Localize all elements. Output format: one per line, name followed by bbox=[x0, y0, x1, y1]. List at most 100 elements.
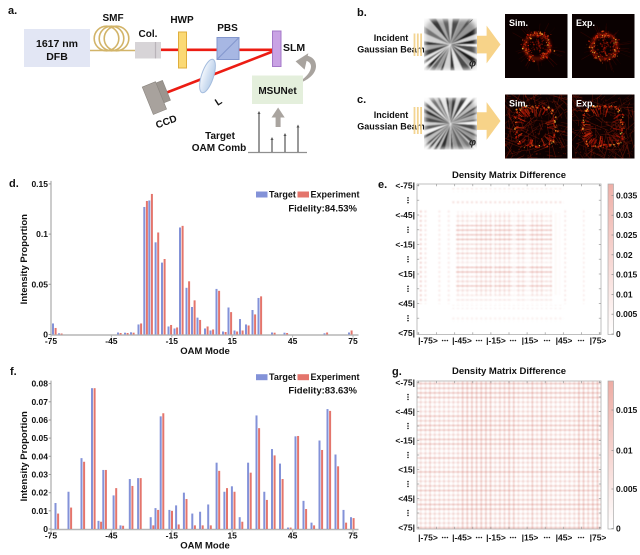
svg-text:Col.: Col. bbox=[139, 29, 158, 40]
svg-text:Incident: Incident bbox=[374, 110, 409, 120]
svg-text:45: 45 bbox=[288, 531, 298, 541]
svg-text:Intensity Proportion: Intensity Proportion bbox=[19, 214, 30, 304]
svg-text:-45: -45 bbox=[105, 531, 118, 541]
svg-text:0: 0 bbox=[43, 524, 48, 534]
svg-text:0: 0 bbox=[616, 524, 621, 534]
svg-text:φ: φ bbox=[469, 138, 476, 149]
svg-text:|-75>: |-75> bbox=[418, 533, 438, 543]
svg-text:Density Matrix Difference: Density Matrix Difference bbox=[452, 170, 566, 181]
svg-text:0.015: 0.015 bbox=[616, 270, 638, 280]
svg-text:Intensity Proportion: Intensity Proportion bbox=[19, 411, 30, 501]
svg-text:OAM Comb: OAM Comb bbox=[192, 143, 246, 154]
svg-text:a.: a. bbox=[8, 5, 17, 17]
svg-text:|-15>: |-15> bbox=[486, 336, 506, 346]
svg-text:PBS: PBS bbox=[217, 23, 238, 34]
svg-text:<15|: <15| bbox=[398, 269, 415, 279]
svg-text:|-45>: |-45> bbox=[452, 533, 472, 543]
svg-text:Density Matrix Difference: Density Matrix Difference bbox=[452, 366, 566, 377]
svg-text:<-15|: <-15| bbox=[395, 240, 415, 250]
svg-text:<45|: <45| bbox=[398, 299, 415, 309]
svg-text:-15: -15 bbox=[166, 336, 179, 346]
svg-text:0.01: 0.01 bbox=[616, 289, 633, 299]
svg-text:DFB: DFB bbox=[46, 51, 68, 63]
svg-text:0.025: 0.025 bbox=[616, 230, 638, 240]
svg-text:0.01: 0.01 bbox=[616, 446, 633, 456]
svg-text:|-15>: |-15> bbox=[486, 533, 506, 543]
svg-text:75: 75 bbox=[348, 336, 358, 346]
svg-text:Target: Target bbox=[269, 372, 296, 382]
svg-text:0.05: 0.05 bbox=[31, 279, 48, 289]
svg-text:-45: -45 bbox=[105, 336, 118, 346]
svg-text:Experiment: Experiment bbox=[311, 189, 360, 199]
svg-text:0: 0 bbox=[616, 329, 621, 339]
svg-text:<45|: <45| bbox=[398, 494, 415, 504]
svg-text:|75>: |75> bbox=[590, 336, 607, 346]
svg-text:d.: d. bbox=[9, 178, 19, 190]
svg-text:<75|: <75| bbox=[398, 328, 415, 338]
svg-text:<-75|: <-75| bbox=[395, 378, 415, 388]
svg-text:Incident: Incident bbox=[374, 33, 409, 43]
svg-text:HWP: HWP bbox=[170, 15, 194, 26]
svg-text:0.06: 0.06 bbox=[31, 415, 48, 425]
svg-text:|15>: |15> bbox=[522, 533, 539, 543]
svg-text:Target: Target bbox=[269, 189, 296, 199]
svg-text:|45>: |45> bbox=[556, 336, 573, 346]
svg-text:OAM Mode: OAM Mode bbox=[180, 541, 230, 552]
svg-text:0.03: 0.03 bbox=[31, 470, 48, 480]
svg-text:Gaussian Beam: Gaussian Beam bbox=[357, 45, 425, 55]
svg-text:75: 75 bbox=[348, 531, 358, 541]
svg-text:|-75>: |-75> bbox=[418, 336, 438, 346]
svg-text:Target: Target bbox=[205, 131, 235, 142]
svg-text:<-45|: <-45| bbox=[395, 210, 415, 220]
svg-text:<-75|: <-75| bbox=[395, 181, 415, 191]
svg-text:MSUNet: MSUNet bbox=[258, 86, 297, 97]
svg-text:SMF: SMF bbox=[102, 13, 123, 24]
svg-text:|45>: |45> bbox=[556, 533, 573, 543]
svg-text:-75: -75 bbox=[45, 336, 58, 346]
svg-text:|75>: |75> bbox=[590, 533, 607, 543]
svg-text:|15>: |15> bbox=[522, 336, 539, 346]
svg-text:<-45|: <-45| bbox=[395, 407, 415, 417]
svg-text:0.05: 0.05 bbox=[31, 433, 48, 443]
svg-text:Exp.: Exp. bbox=[576, 18, 595, 28]
svg-text:0.01: 0.01 bbox=[31, 506, 48, 516]
svg-text:c.: c. bbox=[357, 94, 366, 106]
svg-text:-15: -15 bbox=[166, 531, 179, 541]
svg-text:Exp.: Exp. bbox=[576, 99, 595, 109]
svg-text:0.15: 0.15 bbox=[31, 179, 48, 189]
svg-text:g.: g. bbox=[392, 366, 402, 378]
svg-text:1617 nm: 1617 nm bbox=[36, 38, 78, 50]
svg-text:15: 15 bbox=[227, 531, 237, 541]
svg-text:0.1: 0.1 bbox=[36, 229, 48, 239]
svg-text:φ: φ bbox=[469, 59, 476, 70]
svg-text:<15|: <15| bbox=[398, 465, 415, 475]
svg-text:0.04: 0.04 bbox=[31, 451, 48, 461]
svg-text:SLM: SLM bbox=[283, 42, 305, 54]
svg-text:0.07: 0.07 bbox=[31, 397, 48, 407]
svg-text:0: 0 bbox=[43, 330, 48, 340]
svg-text:0.005: 0.005 bbox=[616, 484, 638, 494]
svg-text:Sim.: Sim. bbox=[509, 18, 528, 28]
svg-text:b.: b. bbox=[357, 7, 367, 19]
svg-text:e.: e. bbox=[378, 179, 387, 191]
svg-text:<75|: <75| bbox=[398, 523, 415, 533]
svg-text:L: L bbox=[213, 96, 224, 109]
svg-text:15: 15 bbox=[227, 336, 237, 346]
svg-text:<-15|: <-15| bbox=[395, 436, 415, 446]
svg-text:Fidelity:83.63%: Fidelity:83.63% bbox=[288, 386, 357, 397]
svg-text:Sim.: Sim. bbox=[509, 99, 528, 109]
svg-text:Fidelity:84.53%: Fidelity:84.53% bbox=[288, 204, 357, 215]
svg-text:0.08: 0.08 bbox=[31, 379, 48, 389]
svg-text:0.02: 0.02 bbox=[616, 250, 633, 260]
svg-text:0.015: 0.015 bbox=[616, 405, 638, 415]
svg-text:|-45>: |-45> bbox=[452, 336, 472, 346]
svg-text:Experiment: Experiment bbox=[311, 372, 360, 382]
svg-text:f.: f. bbox=[10, 366, 17, 378]
svg-text:-75: -75 bbox=[45, 531, 58, 541]
svg-text:OAM Mode: OAM Mode bbox=[180, 346, 230, 357]
svg-text:0.005: 0.005 bbox=[616, 309, 638, 319]
svg-text:0.03: 0.03 bbox=[616, 210, 633, 220]
svg-text:0.02: 0.02 bbox=[31, 488, 48, 498]
svg-text:45: 45 bbox=[288, 336, 298, 346]
svg-text:Gaussian Beam: Gaussian Beam bbox=[357, 122, 425, 132]
